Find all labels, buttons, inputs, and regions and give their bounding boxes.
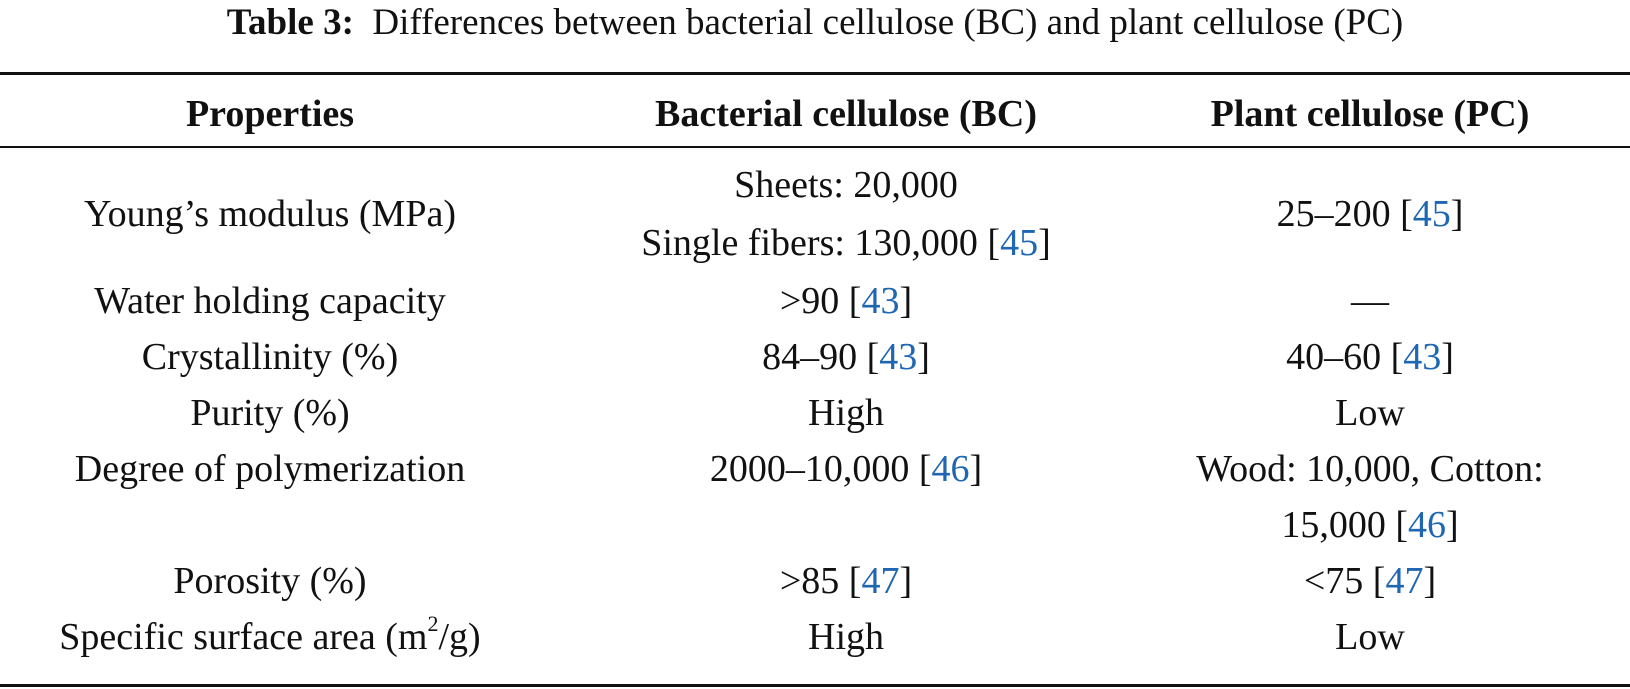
table-row: Young’s modulus (MPa) Sheets: 20,000 Sin… xyxy=(0,156,1630,272)
reference-link[interactable]: 46 xyxy=(931,448,970,490)
cell-pc: 40–60 [43] xyxy=(1140,328,1600,386)
table-row: Purity (%) High Low xyxy=(0,384,1630,440)
reference-link[interactable]: 45 xyxy=(1000,222,1039,264)
cell-bc: Sheets: 20,000 Single fibers: 130,000 [4… xyxy=(572,156,1120,272)
caption-text: Differences between bacterial cellulose … xyxy=(372,2,1404,43)
cell-bc: High xyxy=(808,392,884,434)
cell-bc-line: Single fibers: 130,000 [45] xyxy=(572,214,1120,272)
cell-bc: 84–90 [43] xyxy=(572,328,1120,386)
table-row: Water holding capacity >90 [43] — xyxy=(0,272,1630,328)
reference-link[interactable]: 43 xyxy=(879,336,918,378)
cell-pc: Low xyxy=(1335,392,1405,434)
header-plant-cellulose: Plant cellulose (PC) xyxy=(1210,93,1530,135)
table-header-row: Properties Bacterial cellulose (BC) Plan… xyxy=(0,86,1630,142)
cell-text: ] xyxy=(917,336,930,378)
cell-pc-line: 15,000 [46] xyxy=(1140,496,1600,552)
cell-bc: High xyxy=(808,616,884,658)
cell-property: Degree of polymerization xyxy=(74,448,466,490)
cell-pc-line: Wood: 10,000, Cotton: xyxy=(1196,448,1544,490)
cell-bc: >85 [47] xyxy=(572,552,1120,610)
table-body: Young’s modulus (MPa) Sheets: 20,000 Sin… xyxy=(0,156,1630,664)
cell-pc: <75 [47] xyxy=(1140,552,1600,610)
reference-link[interactable]: 47 xyxy=(1385,560,1424,602)
cell-text: ] xyxy=(899,560,913,602)
cell-property: Porosity (%) xyxy=(173,560,367,602)
table-caption: Table 3: Differences between bacterial c… xyxy=(0,0,1630,45)
cell-bc: 2000–10,000 [46] xyxy=(572,440,1120,498)
table-row: Degree of polymerization 2000–10,000 [46… xyxy=(0,440,1630,552)
cell-text: ] xyxy=(1441,336,1454,378)
cell-text: 2000–10,000 [ xyxy=(709,448,932,490)
superscript: 2 xyxy=(427,611,439,636)
cell-text: Single fibers: 130,000 [ xyxy=(641,222,1001,264)
cell-pc: 25–200 [45] xyxy=(1140,185,1600,243)
table-header-rule xyxy=(0,146,1630,148)
cell-text: 15,000 [ xyxy=(1281,504,1408,546)
cell-text: ] xyxy=(1446,504,1459,546)
cell-text: ] xyxy=(969,448,983,490)
reference-link[interactable]: 43 xyxy=(1403,336,1442,378)
cell-text: Specific surface area (m xyxy=(59,616,428,658)
cell-text: >85 [ xyxy=(779,560,862,602)
table-row: Porosity (%) >85 [47] <75 [47] xyxy=(0,552,1630,608)
cell-pc: Wood: 10,000, Cotton: 15,000 [46] xyxy=(1140,440,1600,552)
cell-text: <75 [ xyxy=(1303,560,1386,602)
table-row: Specific surface area (m2/g) High Low xyxy=(0,608,1630,664)
reference-link[interactable]: 45 xyxy=(1412,193,1451,235)
table-row: Crystallinity (%) 84–90 [43] 40–60 [43] xyxy=(0,328,1630,384)
cell-text: ] xyxy=(899,280,913,322)
reference-link[interactable]: 43 xyxy=(861,280,900,322)
cell-text: 84–90 [ xyxy=(762,336,880,378)
cell-property: Crystallinity (%) xyxy=(141,336,399,378)
cell-text: /g) xyxy=(438,616,481,658)
cell-text: ] xyxy=(1423,560,1437,602)
cell-bc: >90 [43] xyxy=(572,272,1120,330)
cell-property: Water holding capacity xyxy=(94,280,446,322)
header-properties: Properties xyxy=(185,93,355,135)
cell-text: >90 [ xyxy=(779,280,862,322)
cell-bc-line: Sheets: 20,000 xyxy=(734,164,958,206)
caption-label: Table 3: xyxy=(226,2,354,43)
cell-text: 40–60 [ xyxy=(1286,336,1404,378)
cell-text: ] xyxy=(1450,193,1464,235)
table-top-rule xyxy=(0,72,1630,75)
cell-property: Specific surface area (m2/g) xyxy=(0,608,540,666)
cell-pc: — xyxy=(1351,280,1389,322)
cell-property: Purity (%) xyxy=(190,392,350,434)
table-bottom-rule xyxy=(0,684,1630,687)
header-bacterial-cellulose: Bacterial cellulose (BC) xyxy=(654,93,1037,135)
reference-link[interactable]: 47 xyxy=(861,560,900,602)
cell-property: Young’s modulus (MPa) xyxy=(84,193,456,235)
cell-pc: Low xyxy=(1335,616,1405,658)
cell-text: ] xyxy=(1038,222,1051,264)
cell-text: 25–200 [ xyxy=(1276,193,1413,235)
reference-link[interactable]: 46 xyxy=(1408,504,1446,546)
